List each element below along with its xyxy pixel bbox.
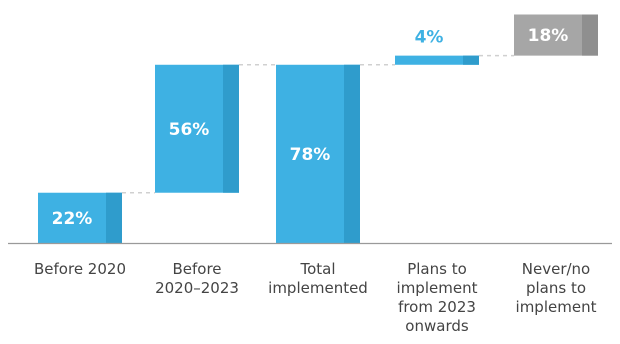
category-labels: Before 2020 Before 2020–2023 Total implement… <box>34 260 597 335</box>
bar-5-shade <box>582 14 598 56</box>
bar-1: 22% <box>38 192 122 243</box>
category-label-2: Before 2020–2023 <box>155 260 239 297</box>
bar-3: 78% <box>276 64 360 244</box>
bar-5-value-label: 18% <box>528 26 569 46</box>
category-label-3: Total implemented <box>268 260 368 297</box>
bar-2: 56% <box>155 64 239 193</box>
bar-2-value-label: 56% <box>169 120 210 140</box>
bar-4: 4% <box>395 28 479 65</box>
bar-4-body <box>395 55 479 65</box>
bar-2-shade <box>223 64 239 193</box>
bar-4-value-label: 4% <box>415 28 444 48</box>
bar-5: 18% <box>514 14 598 56</box>
connector-lines <box>122 54 514 194</box>
category-label-4: Plans to implement from 2023 onwards <box>397 260 478 335</box>
bars-group: 22% 56% 78% 4% 18% <box>38 14 598 244</box>
bar-3-shade <box>344 64 360 244</box>
bar-1-shade <box>106 192 122 243</box>
category-label-1: Before 2020 <box>34 260 126 278</box>
bar-3-value-label: 78% <box>290 145 331 165</box>
category-label-5: Never/no plans to implement <box>516 260 597 316</box>
bar-4-shade <box>463 55 479 65</box>
bar-1-value-label: 22% <box>52 209 93 229</box>
